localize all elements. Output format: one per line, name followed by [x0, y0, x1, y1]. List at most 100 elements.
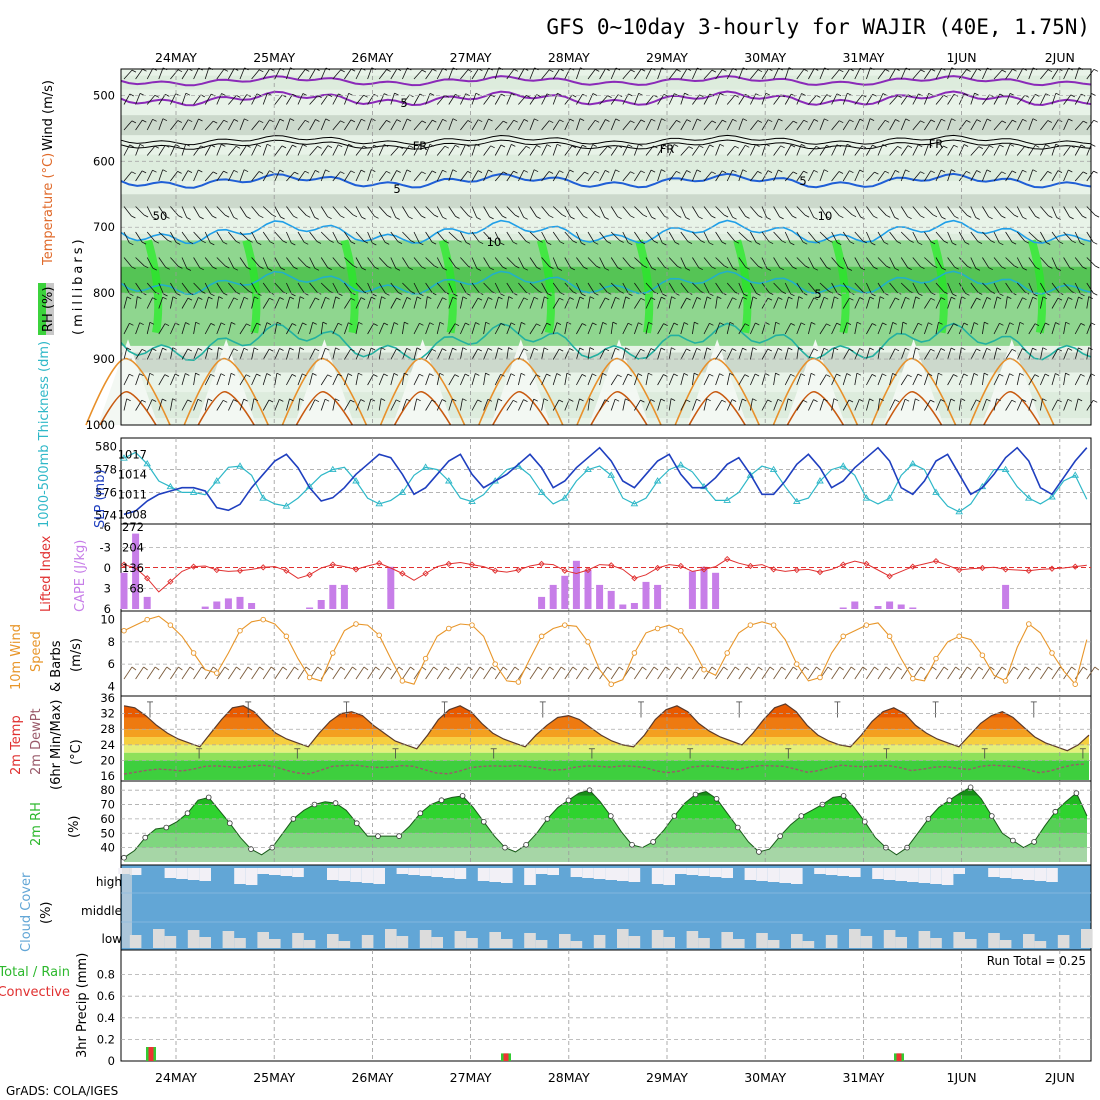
cape-tick: 272 — [122, 520, 144, 534]
wind-label-b: Speed — [29, 631, 44, 672]
wind-point — [121, 627, 127, 634]
li-point — [1072, 563, 1079, 570]
precip-label-b: Convective — [0, 985, 70, 1000]
li-label: Lifted Index — [39, 535, 54, 612]
li-point — [1025, 567, 1032, 574]
thickness-point — [329, 465, 337, 473]
thickness-point — [421, 463, 430, 470]
thickness-point — [769, 465, 778, 473]
date-label-top: 29MAY — [646, 50, 688, 65]
cape-bar — [607, 590, 615, 609]
li-point — [793, 566, 800, 574]
contour-label: 10 — [818, 209, 833, 223]
rh2m-point — [671, 813, 678, 819]
rh2m-point — [840, 793, 847, 799]
cape-bar — [874, 606, 882, 609]
rh2m-series — [123, 786, 1088, 859]
cloud-panel: high middle low Cloud Cover (%) — [19, 864, 1093, 952]
contour-label: FR — [929, 137, 944, 151]
precip-panel: 0.8 0.6 0.4 0.2 0 Run Total = 0.25 Total / R… — [0, 949, 1092, 1068]
rh2m-point — [163, 824, 170, 831]
slp-tick: 1017 — [118, 447, 147, 461]
temp-series — [123, 703, 1090, 752]
wind-point — [283, 633, 290, 640]
contour-label: 10 — [487, 235, 502, 249]
contour-hot — [393, 391, 452, 426]
thickness-point — [375, 499, 383, 507]
cape-bar — [909, 607, 917, 609]
rh2m-point — [353, 820, 360, 826]
wind-point — [678, 627, 684, 634]
cape-bar — [851, 601, 859, 609]
date-label-top: 30MAY — [744, 50, 786, 65]
rh2m-point — [650, 839, 656, 845]
date-label-top: 2JUN — [1045, 50, 1075, 65]
precip-tick: 0 — [108, 1054, 115, 1068]
li-point — [329, 561, 336, 568]
li-point — [724, 555, 731, 563]
date-label-bottom: 28MAY — [548, 1070, 590, 1085]
slp-panel: 580 578 576 574 1017 1014 1011 1008 1000-500mb … — [37, 341, 1092, 528]
contour-label: FR — [413, 139, 428, 153]
thickness-point — [607, 471, 615, 478]
cape-bar — [538, 596, 546, 609]
li-point — [979, 564, 986, 572]
thickness-point — [166, 482, 175, 490]
thickness-point — [468, 497, 476, 505]
wind-point — [330, 650, 336, 656]
wind-point — [190, 650, 197, 656]
cape-bar — [329, 584, 337, 609]
li-point — [654, 564, 661, 572]
profile-ytick: 700 — [93, 220, 115, 234]
rh2m-tick: 80 — [100, 783, 115, 797]
temp-tick: 16 — [100, 769, 115, 783]
date-label-bottom: 31MAY — [842, 1070, 884, 1085]
date-label-top: 31MAY — [842, 50, 884, 65]
thickness-point — [816, 477, 824, 484]
wind-point — [1002, 678, 1009, 684]
temp-tick: 28 — [100, 722, 115, 736]
wind-point — [562, 622, 568, 628]
wind-point — [956, 633, 962, 640]
run-total: Run Total = 0.25 — [987, 954, 1086, 968]
contour-15c — [120, 270, 1092, 296]
date-label-top: 1JUN — [947, 50, 977, 65]
contour-label: FR — [660, 142, 675, 156]
thickness-point — [932, 488, 940, 495]
thickness-point — [793, 497, 801, 505]
wind-point — [631, 650, 638, 656]
thickness-tick: 580 — [95, 440, 117, 454]
wind-point — [538, 633, 545, 640]
cloud-level-middle: middle — [81, 904, 122, 918]
cape-bar — [584, 569, 592, 609]
wind-point — [979, 652, 986, 658]
rh2m-point — [227, 820, 233, 826]
rh2m-point — [798, 813, 805, 819]
thickness-point — [189, 488, 198, 495]
rh2m-point — [121, 854, 127, 861]
cloud-level-low: low — [102, 932, 123, 946]
wind-point — [237, 627, 243, 634]
wind-point — [770, 622, 777, 628]
thickness-point — [143, 459, 151, 467]
cape-bar — [654, 584, 662, 609]
li-tick: 0 — [104, 561, 111, 575]
li-point — [376, 560, 383, 567]
date-label-bottom: 25MAY — [253, 1070, 295, 1085]
cape-bar — [120, 572, 128, 609]
rh2m-point — [438, 797, 445, 803]
thickness-point — [398, 488, 407, 495]
temp-tick: 20 — [100, 753, 115, 767]
li-point — [260, 564, 267, 571]
rh2m-point — [480, 818, 487, 825]
temp-label-a: 2m Temp — [9, 715, 24, 775]
wind-point — [167, 622, 174, 628]
thickness-point — [723, 496, 731, 503]
cape-bar — [688, 571, 696, 609]
thickness-point — [839, 462, 847, 469]
temp-label: Temperature (°C) — [41, 153, 56, 266]
wind-point — [817, 674, 823, 681]
li-point — [909, 563, 916, 570]
rh2m-label-b: (%) — [67, 816, 82, 839]
